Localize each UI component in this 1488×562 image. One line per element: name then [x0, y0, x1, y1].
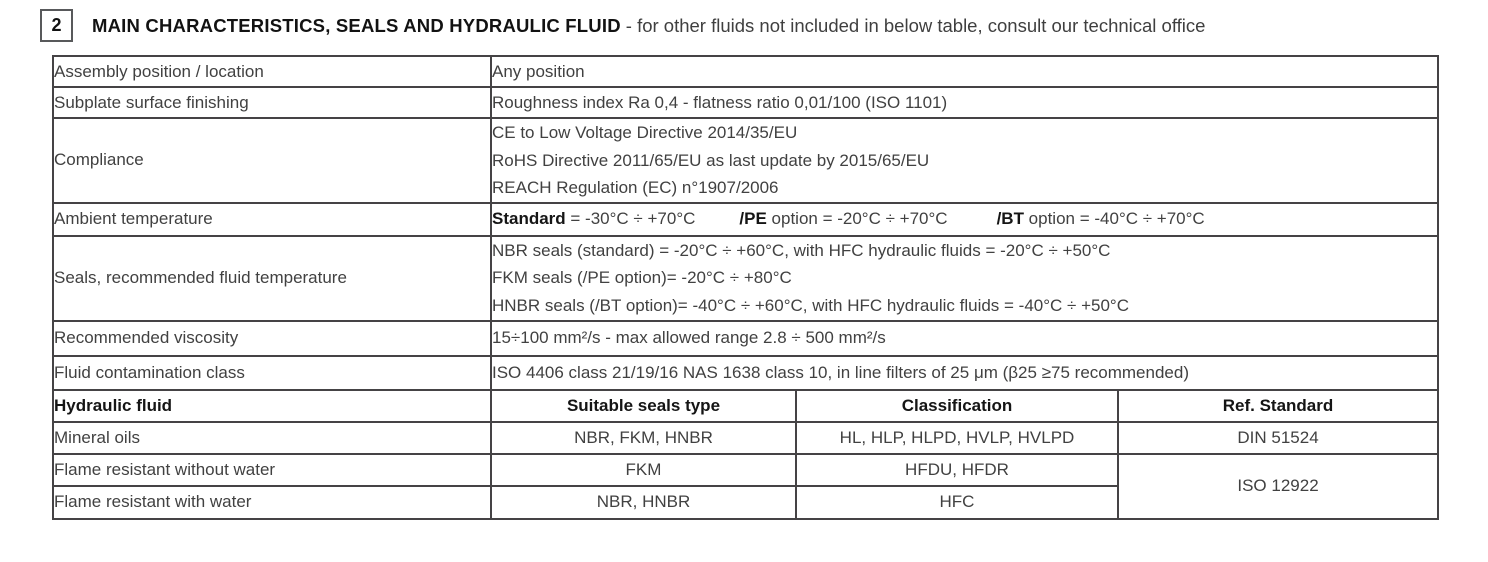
seals-line: NBR seals (standard) = -20°C ÷ +60°C, wi…: [492, 240, 1111, 260]
ambient-pe-value: option = -20°C ÷ +70°C: [766, 209, 948, 229]
fluid-classification: HFDU, HFDR: [795, 452, 1119, 487]
page-subtitle: - for other fluids not included in below…: [625, 15, 1206, 36]
row-label: Seals, recommended fluid temperature: [52, 234, 492, 322]
seals-line: FKM seals (/PE option)= -20°C ÷ +80°C: [492, 268, 792, 288]
fluid-row-flame-resistant-without-water: Flame resistant without water FKM HFDU, …: [52, 452, 1440, 520]
fluid-classification: HFC: [795, 484, 1119, 520]
ambient-pe-key: /PE: [739, 209, 767, 229]
section-header: 2 MAIN CHARACTERISTICS, SEALS AND HYDRAU…: [40, 9, 1205, 42]
seals-line: HNBR seals (/BT option)= -40°C ÷ +60°C, …: [492, 296, 1130, 316]
compliance-line: REACH Regulation (EC) n°1907/2006: [492, 178, 779, 198]
table-row-recommended-viscosity: Recommended viscosity 15÷100 mm²/s - max…: [52, 319, 1440, 357]
row-value: CE to Low Voltage Directive 2014/35/EU R…: [489, 117, 1440, 204]
ambient-bt-key: /BT: [996, 209, 1024, 229]
row-label: Fluid contamination class: [52, 354, 492, 391]
row-label: Subplate surface finishing: [52, 86, 492, 119]
row-value: Roughness index Ra 0,4 - flatness ratio …: [489, 86, 1440, 119]
fluid-name: Flame resistant with water: [52, 484, 492, 520]
table-row-seals-fluid-temperature: Seals, recommended fluid temperature NBR…: [52, 234, 1440, 322]
column-header-suitable-seals: Suitable seals type: [490, 388, 797, 423]
column-header-ref-standard: Ref. Standard: [1116, 388, 1440, 423]
fluid-table-header-row: Hydraulic fluid Suitable seals type Clas…: [52, 388, 1440, 423]
fluid-seals: FKM: [490, 452, 797, 487]
fluid-row-mineral-oils: Mineral oils NBR, FKM, HNBR HL, HLP, HLP…: [52, 420, 1440, 455]
fluid-row-flame-resistant-with-water: Flame resistant with water NBR, HNBR HFC: [52, 484, 1438, 520]
ambient-bt-value: option = -40°C ÷ +70°C: [1023, 209, 1205, 229]
row-label: Ambient temperature: [52, 201, 492, 237]
row-value: 15÷100 mm²/s - max allowed range 2.8 ÷ 5…: [489, 319, 1440, 357]
row-value: ISO 4406 class 21/19/16 NAS 1638 class 1…: [489, 354, 1440, 391]
fluid-name: Mineral oils: [52, 420, 492, 455]
fluid-name: Flame resistant without water: [52, 452, 492, 487]
page-title: MAIN CHARACTERISTICS, SEALS AND HYDRAULI…: [92, 15, 621, 36]
fluid-seals: NBR, FKM, HNBR: [490, 420, 797, 455]
row-label: Compliance: [52, 117, 492, 204]
column-header-hydraulic-fluid: Hydraulic fluid: [52, 388, 492, 423]
fluid-standard: DIN 51524: [1116, 420, 1440, 455]
fluid-classification: HL, HLP, HLPD, HVLP, HVLPD: [795, 420, 1119, 455]
row-value: Standard = -30°C ÷ +70°C/PE option = -20…: [489, 201, 1440, 237]
fluid-seals: NBR, HNBR: [490, 484, 797, 520]
row-label: Assembly position / location: [52, 55, 492, 88]
row-value: NBR seals (standard) = -20°C ÷ +60°C, wi…: [489, 234, 1440, 322]
row-value: Any position: [489, 55, 1440, 88]
compliance-line: CE to Low Voltage Directive 2014/35/EU: [492, 123, 798, 142]
table-row-assembly-position: Assembly position / location Any positio…: [52, 55, 1440, 88]
ambient-standard-key: Standard: [492, 209, 566, 229]
table-row-fluid-contamination-class: Fluid contamination class ISO 4406 class…: [52, 354, 1440, 391]
table-row-compliance: Compliance CE to Low Voltage Directive 2…: [52, 117, 1440, 204]
table-row-ambient-temperature: Ambient temperature Standard = -30°C ÷ +…: [52, 201, 1440, 237]
section-title-line: MAIN CHARACTERISTICS, SEALS AND HYDRAULI…: [92, 10, 1205, 41]
column-header-classification: Classification: [795, 388, 1119, 423]
fluid-standard: ISO 12922: [1116, 452, 1440, 520]
ambient-standard-value: = -30°C ÷ +70°C: [565, 209, 696, 229]
table-row-subplate-finishing: Subplate surface finishing Roughness ind…: [52, 86, 1440, 119]
section-number-badge: 2: [40, 9, 73, 42]
characteristics-table: Assembly position / location Any positio…: [52, 55, 1440, 520]
row-label: Recommended viscosity: [52, 319, 492, 357]
compliance-line: RoHS Directive 2011/65/EU as last update…: [492, 150, 930, 170]
